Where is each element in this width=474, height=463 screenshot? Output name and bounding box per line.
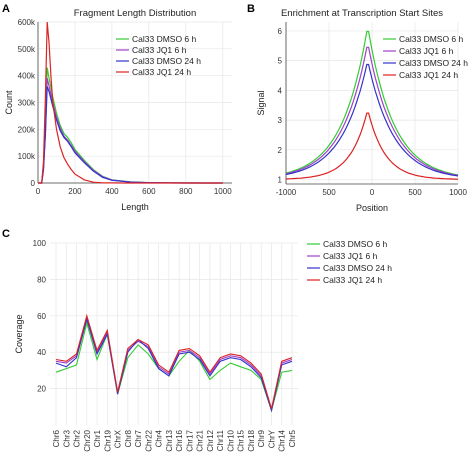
chart-a-ytick-label: 400k [18,72,36,81]
chart-c-xtick-label: Chr14 [278,429,287,451]
chart-c-legend-label-cal33-jq1-24-h: Cal33 JQ1 24 h [323,275,382,285]
chart-a-ytick-label: 0 [31,179,36,188]
chart-b-series-cal33-jq1-6-h [285,46,459,176]
chart-c-xtick-label: Chr3 [62,429,71,447]
chart-a-title: Fragment Length Distribution [74,8,197,19]
chart-c-xtick-label: Chr22 [144,429,153,451]
chart-c-xtick-label: Chr5 [288,429,297,447]
chart-c-xtick-label: Chr1 [93,429,102,447]
chart-b-legend-label-cal33-jq1-24-h: Cal33 JQ1 24 h [399,70,458,80]
chart-b-legend-label-cal33-dmso-24-h: Cal33 DMSO 24 h [399,58,468,68]
chart-fragment-length: Fragment Length Distribution 0 100k 200k 300… [4,8,232,212]
chart-a-legend-label-cal33-dmso-6-h: Cal33 DMSO 6 h [132,34,197,44]
chart-c-legend-label-cal33-dmso-24-h: Cal33 DMSO 24 h [323,263,392,273]
chart-c-xtick-label: Chr18 [247,429,256,451]
chart-a-ytick-label: 600k [18,18,36,27]
panel-letter-a: A [2,3,10,15]
chart-a-xtick-label: 600 [142,187,156,196]
chart-a-series-cal33-jq1-6-h [38,78,223,184]
chart-a-xtick-label: 1000 [214,187,232,196]
chart-a-legend-label-cal33-jq1-6-h: Cal33 JQ1 6 h [132,45,187,55]
chart-b-xtick-label: -1000 [276,188,297,197]
chart-b-ytick-label: 1 [278,176,283,185]
chart-a-xtick-label: 0 [36,187,41,196]
chart-c-xtick-label: Chr10 [226,429,235,451]
chart-c-legend-label-cal33-jq1-6-h: Cal33 JQ1 6 h [323,251,378,261]
chart-c-xtick-label: Chr21 [196,429,205,451]
chart-c-ytick-label: 60 [37,312,46,321]
chart-b-ytick-label: 5 [278,57,283,66]
chart-c-ytick-label: 20 [37,385,46,394]
chart-c-series-cal33-jq1-24-h [55,313,293,409]
chart-a-ytick-label: 500k [18,45,36,54]
chart-c-xtick-label: Chr9 [257,429,266,447]
chart-c-ytick-label: 80 [37,275,46,284]
chart-c-series-cal33-dmso-6-h [55,320,293,413]
chart-b-series-cal33-jq1-24-h [286,112,459,180]
chart-a-ytick-label: 300k [18,99,36,108]
chart-a-ytick-label: 100k [18,152,36,161]
panel-letter-b: B [247,3,255,15]
chart-tss-enrichment: Enrichment at Transcription Start Sites 1… [256,8,468,213]
chart-c-xtick-label: Chr2 [73,429,82,447]
chart-c-xtick-label: Chr8 [124,429,133,447]
chart-a-x-axis-title: Length [121,202,149,212]
chart-b-xtick-label: 500 [322,188,336,197]
chart-b-ytick-label: 4 [278,86,283,95]
chart-c-xtick-label: Chr17 [185,429,194,451]
chart-b-series-cal33-dmso-24-h [285,63,459,177]
chart-a-xtick-label: 400 [105,187,119,196]
chart-b-xtick-label: 500 [408,188,422,197]
chart-c-xtick-label: Chr19 [103,429,112,451]
chart-b-ytick-label: 3 [278,116,283,125]
chart-c-xtick-label: Chr4 [155,429,164,447]
chart-b-y-axis-title: Signal [256,90,266,115]
chart-b-xtick-label: 1000 [449,188,467,197]
chart-a-y-axis-title: Count [4,90,14,115]
chart-b-x-axis-title: Position [356,203,388,213]
chart-c-ytick-label: 100 [33,239,47,248]
chart-b-xtick-label: 0 [370,188,375,197]
chart-c-series-cal33-dmso-24-h [55,317,293,413]
chart-b-ytick-label: 2 [278,146,283,155]
panel-letter-c: C [2,228,10,240]
chart-b-series-cal33-dmso-6-h [285,30,459,176]
chart-c-xtick-label: Chr16 [175,429,184,451]
chart-c-xtick-label: ChrX [114,429,123,448]
chart-b-title: Enrichment at Transcription Start Sites [281,8,443,19]
chart-a-xtick-label: 200 [68,187,82,196]
chart-a-xtick-label: 800 [179,187,193,196]
chart-a-series-cal33-jq1-24-h [38,21,223,184]
chart-b-legend-label-cal33-jq1-6-h: Cal33 JQ1 6 h [399,46,454,56]
chart-c-xtick-label: Chr7 [134,429,143,447]
chart-c-xtick-label: Chr12 [206,429,215,451]
chart-c-ytick-label: 40 [37,348,46,357]
chart-b-legend-label-cal33-dmso-6-h: Cal33 DMSO 6 h [399,34,464,44]
chart-c-legend-label-cal33-dmso-6-h: Cal33 DMSO 6 h [323,239,388,249]
chart-a-ytick-label: 200k [18,125,36,134]
chart-c-xtick-label: ChrY [267,429,276,448]
chart-c-xtick-label: Chr6 [52,429,61,447]
chart-c-xtick-label: Chr20 [83,429,92,451]
chart-a-legend-label-cal33-dmso-24-h: Cal33 DMSO 24 h [132,56,201,66]
chart-c-xtick-label: Chr15 [237,429,246,451]
chart-c-xtick-label: Chr13 [165,429,174,451]
chart-a-series-cal33-dmso-6-h [38,67,223,184]
chart-c-xtick-label: Chr11 [216,429,225,451]
chart-c-y-axis-title: Coverage [14,314,24,353]
chart-a-legend-label-cal33-jq1-24-h: Cal33 JQ1 24 h [132,67,191,77]
chart-b-ytick-label: 6 [278,27,283,36]
